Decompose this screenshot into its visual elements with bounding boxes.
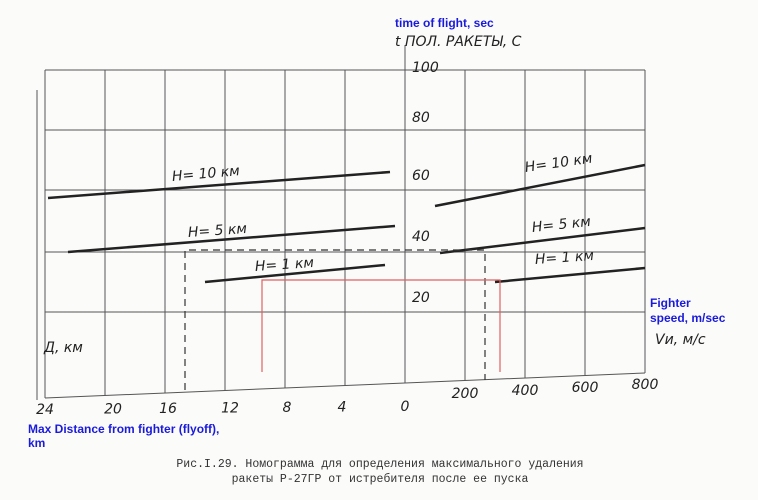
annotation: km	[28, 436, 45, 450]
distance-tick-label: 12	[221, 401, 239, 417]
distance-tick-label: 0	[401, 399, 410, 415]
axis-label: Д, км	[43, 340, 83, 356]
distance-tick-label: 20	[104, 402, 122, 418]
axis-label: Vи, м/с	[655, 332, 706, 348]
axis-label: t ПОЛ. РАКЕТЫ, С	[395, 34, 522, 50]
curve-label: H= 1 км	[534, 248, 594, 268]
caption: Рис.I.29. Номограмма для определения мак…	[176, 458, 583, 471]
time-tick-label: 20	[412, 290, 430, 306]
distance-tick-label: 8	[283, 400, 292, 416]
speed-tick-label: 800	[632, 377, 659, 393]
curve-label: H= 5 км	[187, 221, 247, 241]
annotation: Fighter	[650, 296, 691, 310]
distance-tick-label: 16	[159, 401, 177, 417]
curve-label: H= 10 км	[171, 163, 241, 185]
speed-tick-label: 400	[512, 383, 539, 399]
caption: ракеты Р-27ГР от истребителя после ее пу…	[232, 473, 529, 486]
red-path	[261, 279, 501, 372]
speed-tick-label: 200	[452, 386, 479, 402]
time-tick-label: 80	[412, 110, 430, 126]
curve-label: H= 5 км	[531, 214, 592, 236]
time-tick-label: 40	[412, 229, 430, 245]
curve-label: H= 1 км	[254, 255, 314, 275]
time-tick-label: 100	[412, 60, 439, 76]
time-tick-label: 60	[412, 168, 430, 184]
speed-tick-label: 600	[572, 380, 599, 396]
annotation: time of flight, sec	[395, 16, 494, 30]
curves	[47, 163, 646, 284]
annotation: speed, m/sec	[650, 311, 726, 325]
annotation: Max Distance from fighter (flyoff),	[28, 422, 219, 436]
distance-tick-label: 4	[338, 400, 347, 416]
example-path	[184, 249, 486, 390]
labels: time of flight, sec t ПОЛ. РАКЕТЫ, С Fig…	[28, 16, 726, 486]
distance-tick-label: 24	[36, 402, 54, 418]
